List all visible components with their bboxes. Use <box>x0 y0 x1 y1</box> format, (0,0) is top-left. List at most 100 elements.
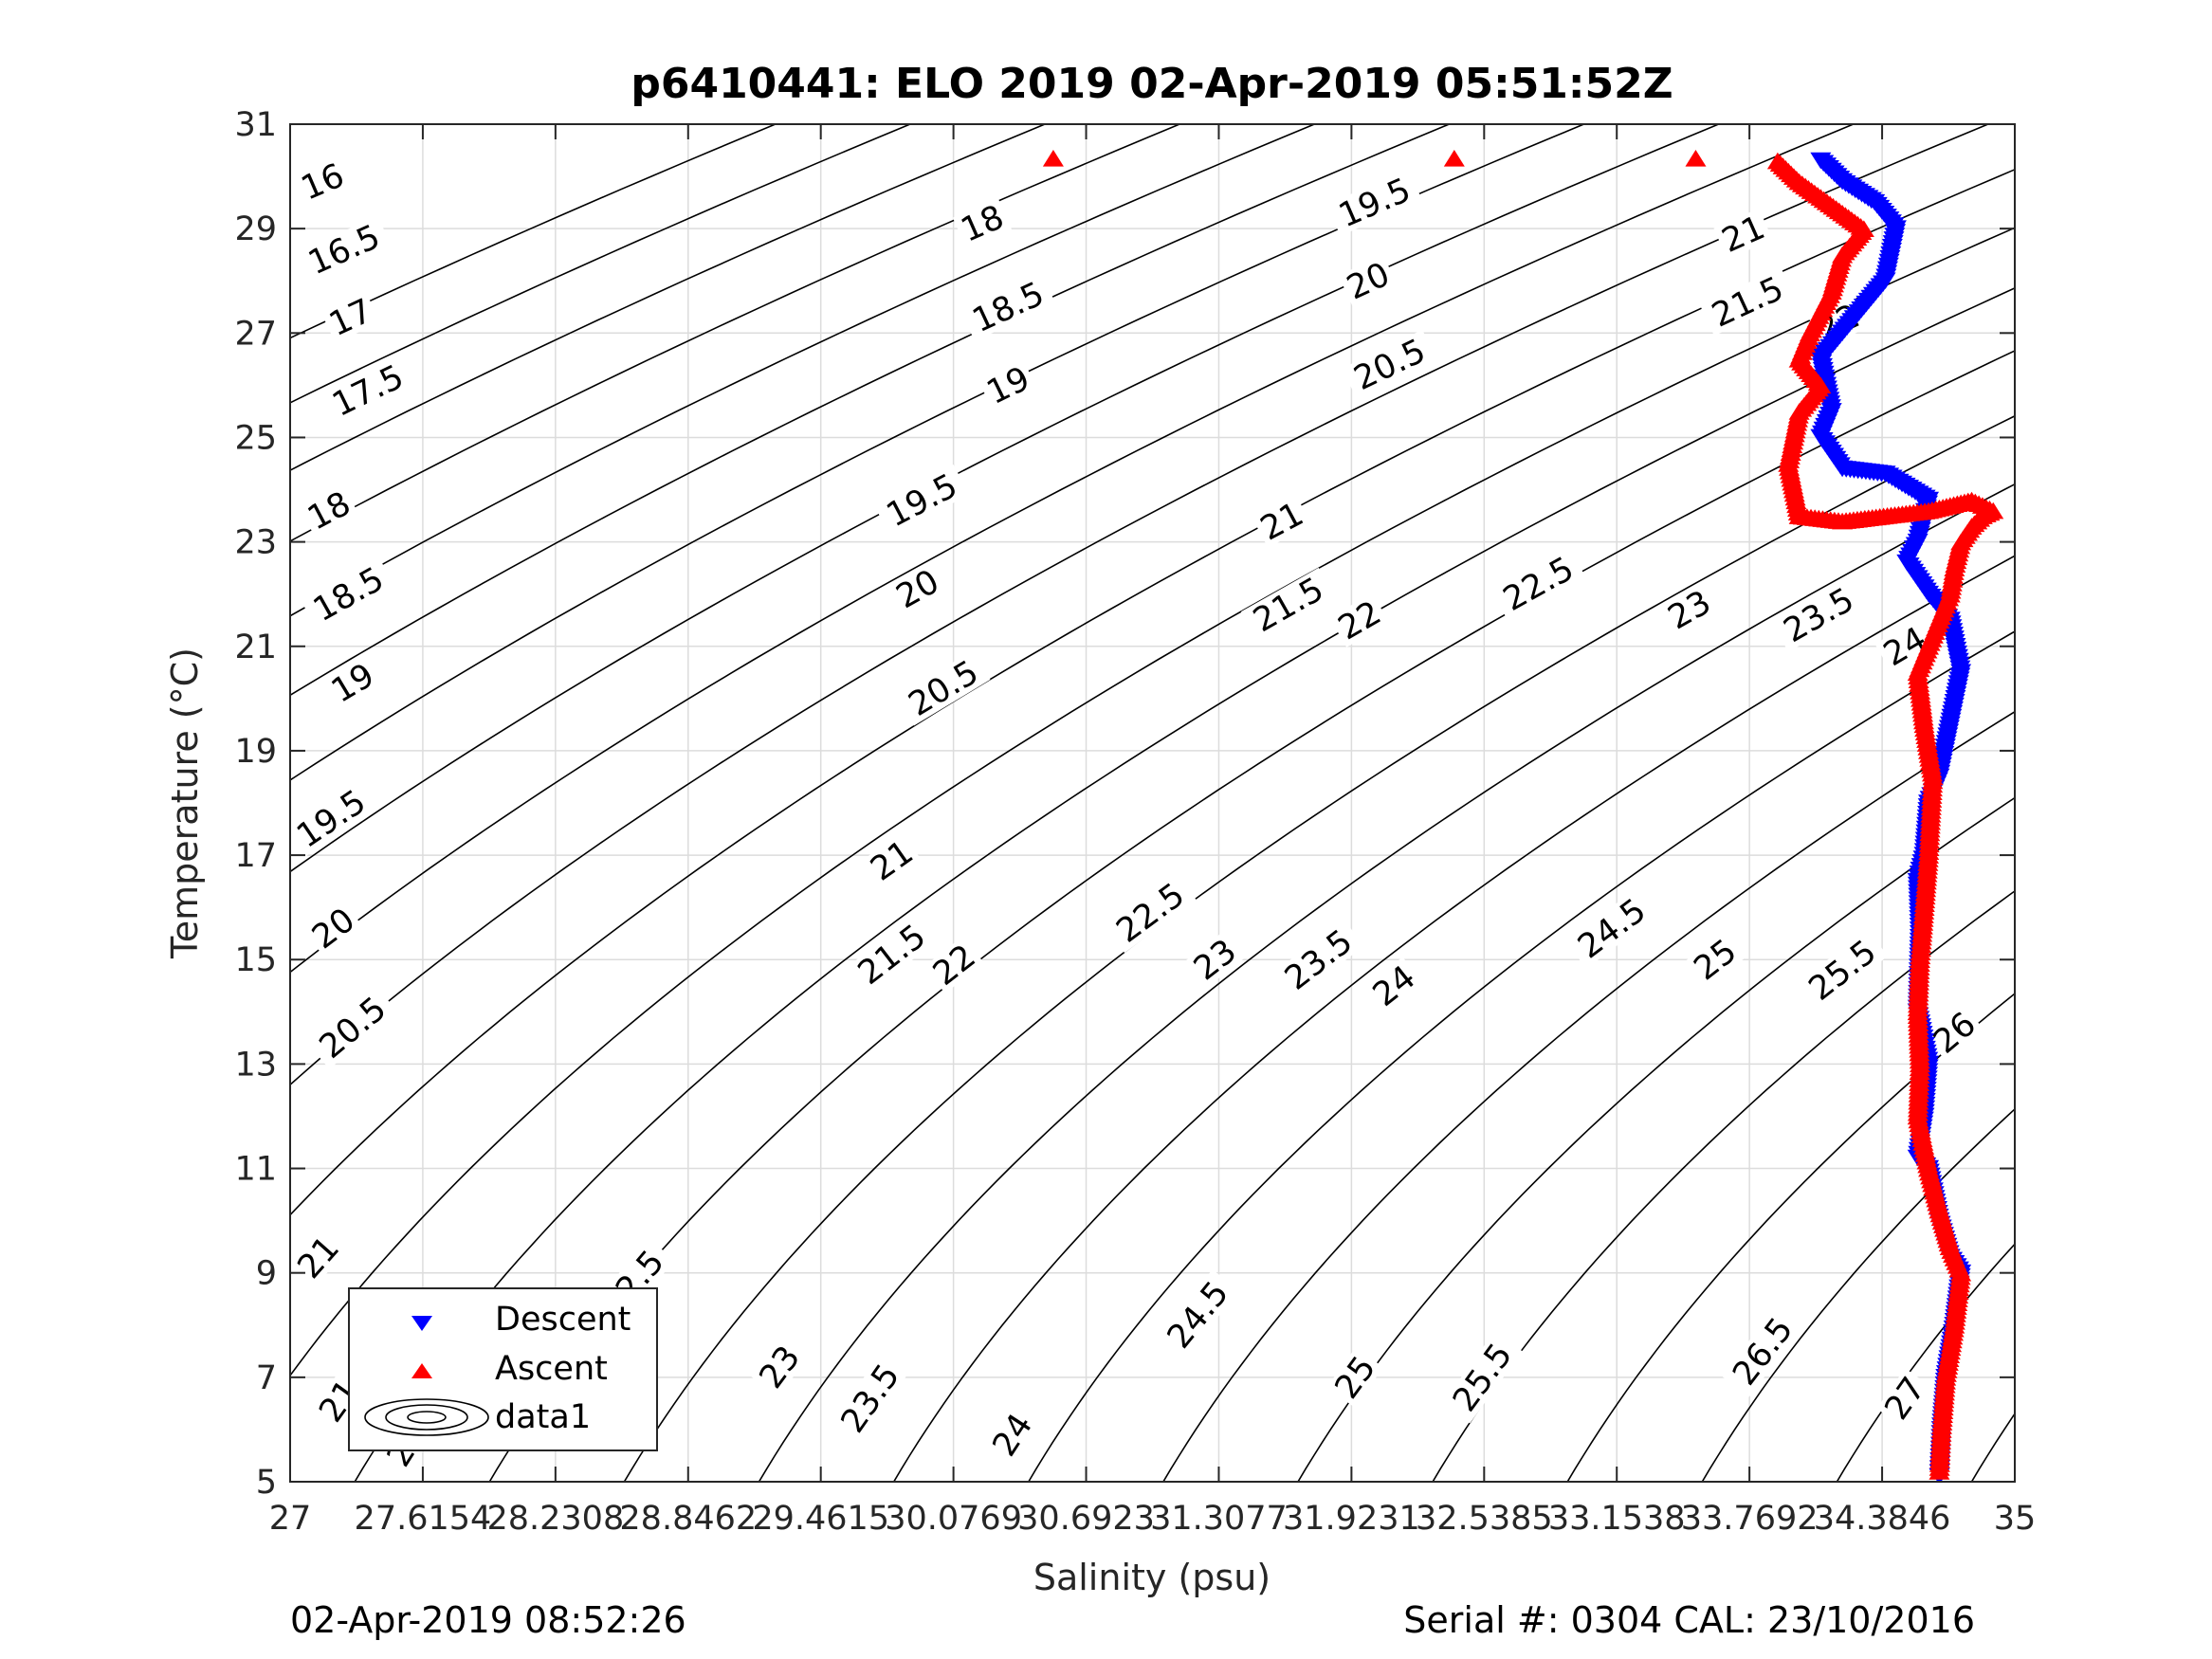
y-tick-label: 13 <box>234 1046 277 1084</box>
density-contour-line <box>1432 889 2015 1482</box>
density-contour-line <box>1566 993 2015 1482</box>
legend-box <box>348 1287 658 1451</box>
y-tick-label: 27 <box>234 315 277 353</box>
contour-label-backdrop <box>320 291 380 344</box>
density-contour-line <box>290 124 1048 472</box>
density-contour-line <box>290 124 1182 542</box>
legend-descent-label: Descent <box>495 1301 631 1339</box>
density-contour-line <box>290 124 1856 974</box>
contour-label-backdrop <box>1876 1368 1933 1429</box>
density-contour-line <box>290 124 912 404</box>
x-tick-label: 32.5385 <box>1416 1500 1553 1538</box>
contour-label-backdrop <box>978 358 1038 411</box>
contour-label-backdrop <box>284 779 378 858</box>
ascent-marker <box>1443 150 1465 167</box>
contour-label-backdrop <box>861 831 923 889</box>
contour-label-backdrop <box>1252 494 1312 548</box>
density-contour-line <box>290 124 1990 1086</box>
contour-label-backdrop <box>1363 957 1424 1015</box>
x-tick-label: 27.6154 <box>355 1500 492 1538</box>
contour-label-backdrop <box>1272 919 1364 1001</box>
legend-descent-marker <box>411 1316 432 1331</box>
contour-label-backdrop <box>751 1337 809 1397</box>
density-contour-line <box>290 124 1586 781</box>
x-tick-label: 35 <box>1994 1500 2037 1538</box>
y-tick-label: 5 <box>256 1464 277 1502</box>
contour-label-backdrop <box>1104 872 1197 954</box>
contour-label-backdrop <box>1713 208 1773 260</box>
contour-label-backdrop <box>1326 169 1422 236</box>
contour-label-backdrop <box>299 483 359 538</box>
density-contour-line <box>623 414 2015 1482</box>
footer-timestamp: 02-Apr-2019 08:52:26 <box>290 1599 686 1641</box>
legend-ascent-marker <box>411 1363 432 1378</box>
density-contour-line <box>1836 1243 2015 1482</box>
x-tick-label: 34.3846 <box>1814 1500 1951 1538</box>
y-tick-label: 21 <box>234 629 277 666</box>
contour-label-backdrop <box>923 936 984 994</box>
y-tick-label: 17 <box>234 837 277 875</box>
contour-label-backdrop <box>307 985 398 1069</box>
x-axis-ticks: 27 27.615428.230828.846229.461530.076930.… <box>269 124 2037 1538</box>
legend: Descent Ascent data1 <box>348 1287 658 1451</box>
contour-label-backdrop <box>1699 267 1796 337</box>
contour-label-backdrop <box>1442 1331 1523 1424</box>
contour-label-backdrop <box>1565 887 1658 969</box>
contour-label-backdrop <box>1326 1347 1384 1408</box>
contour-label-backdrop <box>1771 577 1866 652</box>
y-tick-label: 7 <box>256 1359 277 1397</box>
y-axis-label: Temperature (°C) <box>164 647 206 959</box>
density-contour-line <box>758 483 2015 1482</box>
x-tick-label: 30.0769 <box>885 1500 1022 1538</box>
y-tick-label: 31 <box>234 106 277 144</box>
x-tick-label: 27 <box>269 1500 312 1538</box>
contour-label-backdrop <box>1184 931 1245 989</box>
contour-label-backdrop <box>1338 255 1398 307</box>
density-contour-line <box>290 168 2015 1216</box>
x-tick-label: 31.3077 <box>1150 1500 1288 1538</box>
y-tick-label: 11 <box>234 1151 277 1189</box>
contour-label-backdrop <box>830 1352 910 1445</box>
contour-label-backdrop <box>293 155 353 208</box>
x-tick-label: 30.6923 <box>1017 1500 1155 1538</box>
density-contour-line <box>1027 630 2015 1482</box>
x-tick-label: 33.1538 <box>1548 1500 1686 1538</box>
x-tick-label: 28.8462 <box>619 1500 757 1538</box>
density-contour-line <box>1701 1107 2015 1482</box>
contour-label-backdrop <box>1240 567 1336 642</box>
axes-box <box>289 123 2016 1483</box>
density-contour-line <box>290 124 1721 873</box>
x-tick-label: 28.2308 <box>486 1500 624 1538</box>
x-tick-label: 31.9231 <box>1283 1500 1420 1538</box>
profile-markers <box>1042 150 2004 1482</box>
contour-label-backdrop <box>846 913 938 995</box>
chart-title: p6410441: ELO 2019 02-Apr-2019 05:51:52Z <box>631 60 1673 108</box>
y-tick-label: 23 <box>234 524 277 562</box>
contour-label-backdrop <box>1797 929 1889 1012</box>
ascent-marker <box>1766 152 1788 170</box>
contour-label-backdrop <box>952 197 1012 249</box>
density-contour-line <box>290 124 1317 617</box>
x-tick-label: 33.7692 <box>1681 1500 1819 1538</box>
contour-label-backdrop <box>1924 1003 1984 1062</box>
ascent-marker <box>1685 150 1707 167</box>
contour-label-backdrop <box>1659 582 1720 637</box>
x-axis-label: Salinity (psu) <box>1033 1557 1271 1598</box>
legend-ascent-label: Ascent <box>495 1350 608 1388</box>
contour-label-backdrop <box>301 557 396 631</box>
contour-label-backdrop <box>960 272 1056 341</box>
contour-label-backdrop <box>320 356 416 426</box>
contour-label-backdrop <box>896 650 991 726</box>
plot-area <box>290 124 2015 1482</box>
legend-data1-label: data1 <box>495 1398 591 1436</box>
contour-label-backdrop <box>1685 931 1746 989</box>
y-tick-label: 9 <box>256 1255 277 1293</box>
contour-label-backdrop <box>296 215 393 283</box>
density-contour-line <box>1297 796 2015 1482</box>
contour-label-backdrop <box>1156 1268 1239 1360</box>
x-tick-label: 29.4615 <box>752 1500 889 1538</box>
contour-label-backdrop <box>302 900 364 957</box>
contour-label-backdrop <box>322 655 383 711</box>
y-tick-label: 15 <box>234 941 277 979</box>
density-contour-labels: 1616.51717.51818.51919.52020.52121.52222… <box>284 155 1984 1475</box>
